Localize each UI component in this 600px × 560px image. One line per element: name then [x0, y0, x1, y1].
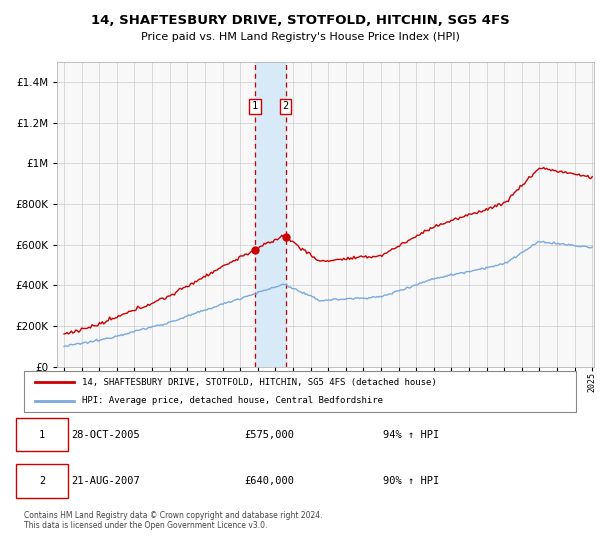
- Text: 2: 2: [39, 476, 45, 486]
- Text: Price paid vs. HM Land Registry's House Price Index (HPI): Price paid vs. HM Land Registry's House …: [140, 32, 460, 43]
- Text: 2: 2: [283, 101, 289, 111]
- FancyBboxPatch shape: [24, 371, 576, 412]
- Text: 1: 1: [251, 101, 258, 111]
- Text: Contains HM Land Registry data © Crown copyright and database right 2024.
This d: Contains HM Land Registry data © Crown c…: [24, 511, 323, 530]
- Text: HPI: Average price, detached house, Central Bedfordshire: HPI: Average price, detached house, Cent…: [82, 396, 383, 405]
- Text: 28-OCT-2005: 28-OCT-2005: [71, 430, 140, 440]
- Text: 90% ↑ HPI: 90% ↑ HPI: [383, 476, 439, 486]
- Bar: [255, 62, 286, 367]
- FancyBboxPatch shape: [16, 464, 68, 498]
- Text: 14, SHAFTESBURY DRIVE, STOTFOLD, HITCHIN, SG5 4FS (detached house): 14, SHAFTESBURY DRIVE, STOTFOLD, HITCHIN…: [82, 377, 437, 386]
- Text: 14, SHAFTESBURY DRIVE, STOTFOLD, HITCHIN, SG5 4FS: 14, SHAFTESBURY DRIVE, STOTFOLD, HITCHIN…: [91, 14, 509, 27]
- FancyBboxPatch shape: [16, 418, 68, 451]
- Text: £575,000: £575,000: [245, 430, 295, 440]
- Text: 21-AUG-2007: 21-AUG-2007: [71, 476, 140, 486]
- Text: 94% ↑ HPI: 94% ↑ HPI: [383, 430, 439, 440]
- Text: £640,000: £640,000: [245, 476, 295, 486]
- Text: 1: 1: [39, 430, 45, 440]
